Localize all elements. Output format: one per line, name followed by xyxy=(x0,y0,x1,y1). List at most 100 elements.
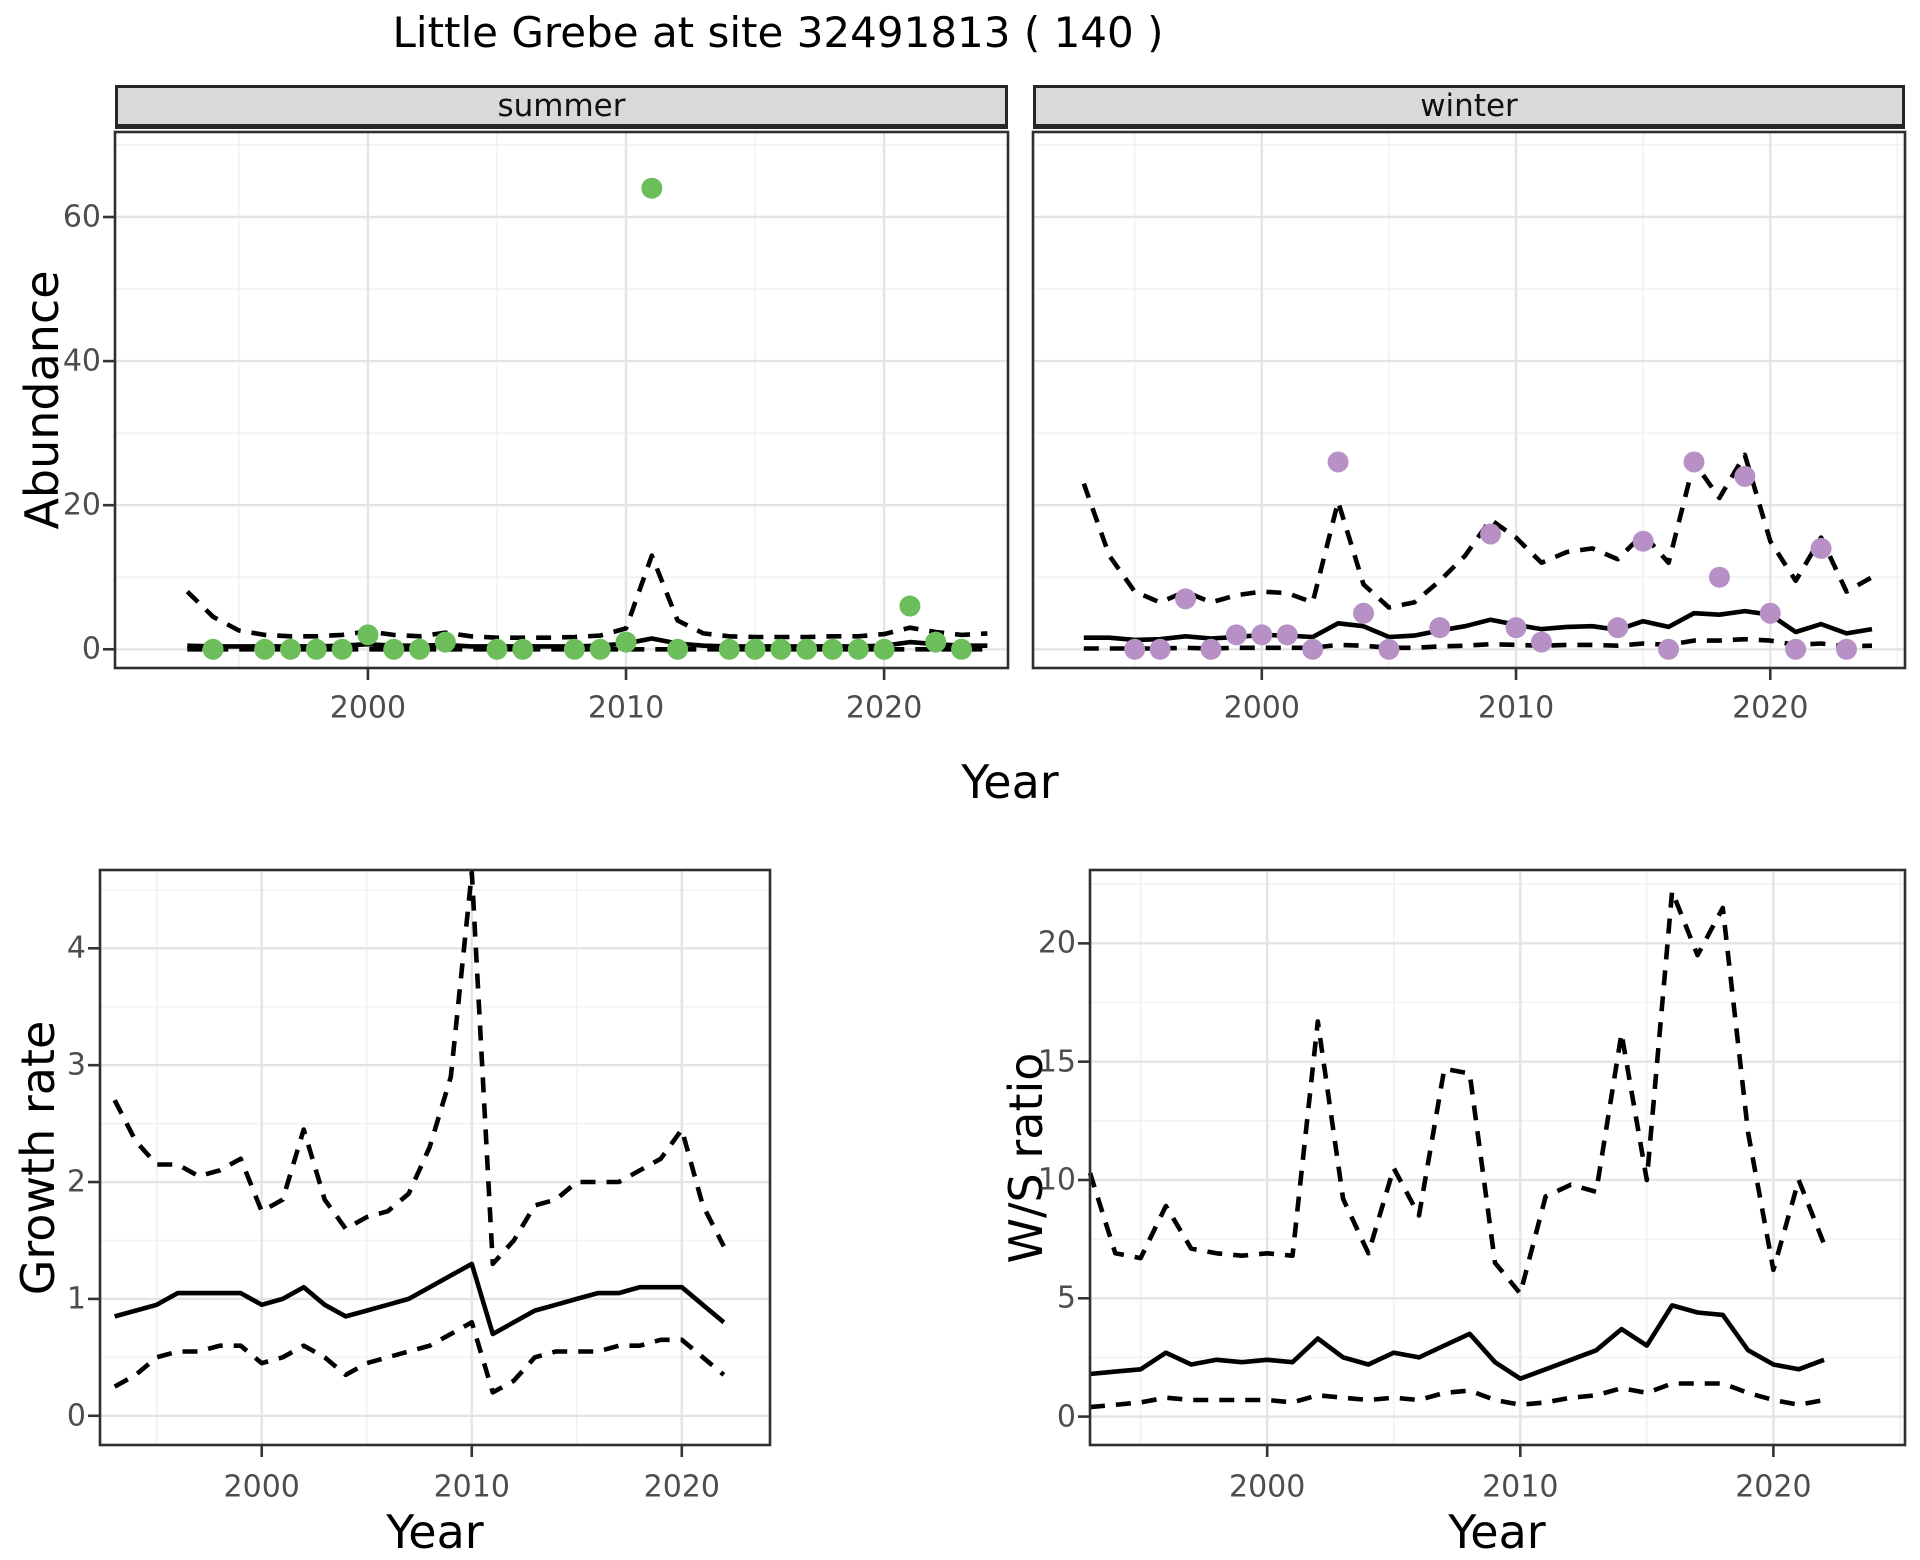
data-point xyxy=(305,638,327,660)
y-tick-label: 1 xyxy=(66,1281,86,1317)
facet-strip-winter-label: winter xyxy=(1420,88,1518,124)
facet-strip-winter: winter xyxy=(1033,85,1905,129)
data-point xyxy=(331,638,353,660)
data-point xyxy=(1759,602,1781,624)
facet-strip-summer: summer xyxy=(115,85,1008,129)
data-point xyxy=(1505,617,1527,639)
data-point xyxy=(925,631,947,653)
ci-upper-line xyxy=(185,553,988,640)
observed-points xyxy=(202,177,973,660)
data-point xyxy=(951,638,973,660)
growth-rate-axis-title: Growth rate xyxy=(11,1020,65,1296)
data-point xyxy=(589,638,611,660)
data-point xyxy=(1378,638,1400,660)
y-tick-label: 0 xyxy=(1056,1399,1076,1435)
axis-ticks xyxy=(1078,942,1775,1457)
y-tick-label: 0 xyxy=(66,1398,86,1434)
data-point xyxy=(1632,530,1654,552)
growth-year-axis-title: Year xyxy=(386,1505,484,1559)
data-point xyxy=(641,177,663,199)
facet-strip-summer-label: summer xyxy=(497,88,626,124)
ws-ratio-axis-title: W/S ratio xyxy=(999,1052,1053,1264)
data-point xyxy=(1327,451,1349,473)
data-point xyxy=(1225,624,1247,646)
grid-minor xyxy=(100,870,770,1445)
data-point xyxy=(1429,617,1451,639)
ci-lower-line xyxy=(113,1320,726,1395)
mean-line xyxy=(114,1261,726,1337)
data-point xyxy=(821,638,843,660)
data-point xyxy=(847,638,869,660)
x-tick-label: 2020 xyxy=(845,690,923,726)
grid-major xyxy=(1033,132,1905,668)
grid-major xyxy=(1090,870,1905,1445)
y-tick-label: 60 xyxy=(62,199,101,235)
y-tick-label: 15 xyxy=(1037,1044,1076,1080)
grid-minor xyxy=(115,132,1008,668)
ci-upper-line xyxy=(1081,452,1874,610)
y-tick-label: 4 xyxy=(66,930,86,966)
data-point xyxy=(873,638,895,660)
growth-rate-panel xyxy=(88,868,772,1457)
panel-border xyxy=(113,130,1010,670)
data-point xyxy=(1708,566,1730,588)
data-point xyxy=(770,638,792,660)
panel-border xyxy=(1031,130,1907,670)
x-tick-label: 2010 xyxy=(1482,1469,1559,1505)
data-point xyxy=(434,631,456,653)
figure-title: Little Grebe at site 32491813 ( 140 ) xyxy=(392,8,1164,57)
axis-ticks xyxy=(88,947,684,1457)
data-point xyxy=(615,631,637,653)
x-tick-label: 2000 xyxy=(223,1469,300,1505)
y-tick-label: 40 xyxy=(62,343,101,379)
data-point xyxy=(667,638,689,660)
grid-major xyxy=(100,870,770,1445)
x-tick-label: 2000 xyxy=(329,690,407,726)
data-point xyxy=(357,624,379,646)
y-tick-label: 5 xyxy=(1056,1280,1076,1316)
data-point xyxy=(1530,631,1552,653)
axis-ticks xyxy=(1260,668,1772,680)
data-point xyxy=(1836,638,1858,660)
winter-abundance-panel xyxy=(1031,130,1907,680)
ws-ratio-panel xyxy=(1078,868,1907,1457)
x-tick-label: 2020 xyxy=(1735,1469,1812,1505)
data-point xyxy=(1480,523,1502,545)
x-tick-label: 2010 xyxy=(1477,690,1555,726)
x-tick-label: 2000 xyxy=(1228,1469,1306,1505)
data-point xyxy=(1785,638,1807,660)
data-point xyxy=(1302,638,1324,660)
ws-year-axis-title: Year xyxy=(1448,1505,1546,1559)
mean-line xyxy=(1083,608,1873,643)
grid-minor xyxy=(1033,132,1905,668)
x-tick-label: 2020 xyxy=(1732,690,1809,726)
mean-line xyxy=(1089,1303,1825,1381)
data-point xyxy=(796,638,818,660)
x-tick-label: 2020 xyxy=(643,1469,720,1505)
data-point xyxy=(899,595,921,617)
data-point xyxy=(1200,638,1222,660)
y-tick-label: 20 xyxy=(62,487,101,523)
abundance-axis-title: Abundance xyxy=(15,270,69,530)
grid-minor xyxy=(1090,870,1905,1445)
data-point xyxy=(383,638,405,660)
data-point xyxy=(1734,465,1756,487)
ci-upper-line xyxy=(112,870,726,1267)
panel-border xyxy=(98,868,772,1447)
top-year-axis-title: Year xyxy=(961,755,1059,809)
ci-upper-line xyxy=(1087,889,1827,1296)
data-point xyxy=(1175,588,1197,610)
y-tick-label: 0 xyxy=(81,631,101,667)
data-point xyxy=(1658,638,1680,660)
data-point xyxy=(254,638,276,660)
x-tick-label: 2000 xyxy=(1223,690,1300,726)
data-point xyxy=(280,638,302,660)
y-tick-label: 2 xyxy=(66,1164,86,1200)
data-point xyxy=(202,638,224,660)
data-point xyxy=(1124,638,1146,660)
panel-border xyxy=(1088,868,1907,1447)
data-point xyxy=(1149,638,1171,660)
data-point xyxy=(1352,602,1374,624)
y-tick-label: 20 xyxy=(1037,925,1076,961)
